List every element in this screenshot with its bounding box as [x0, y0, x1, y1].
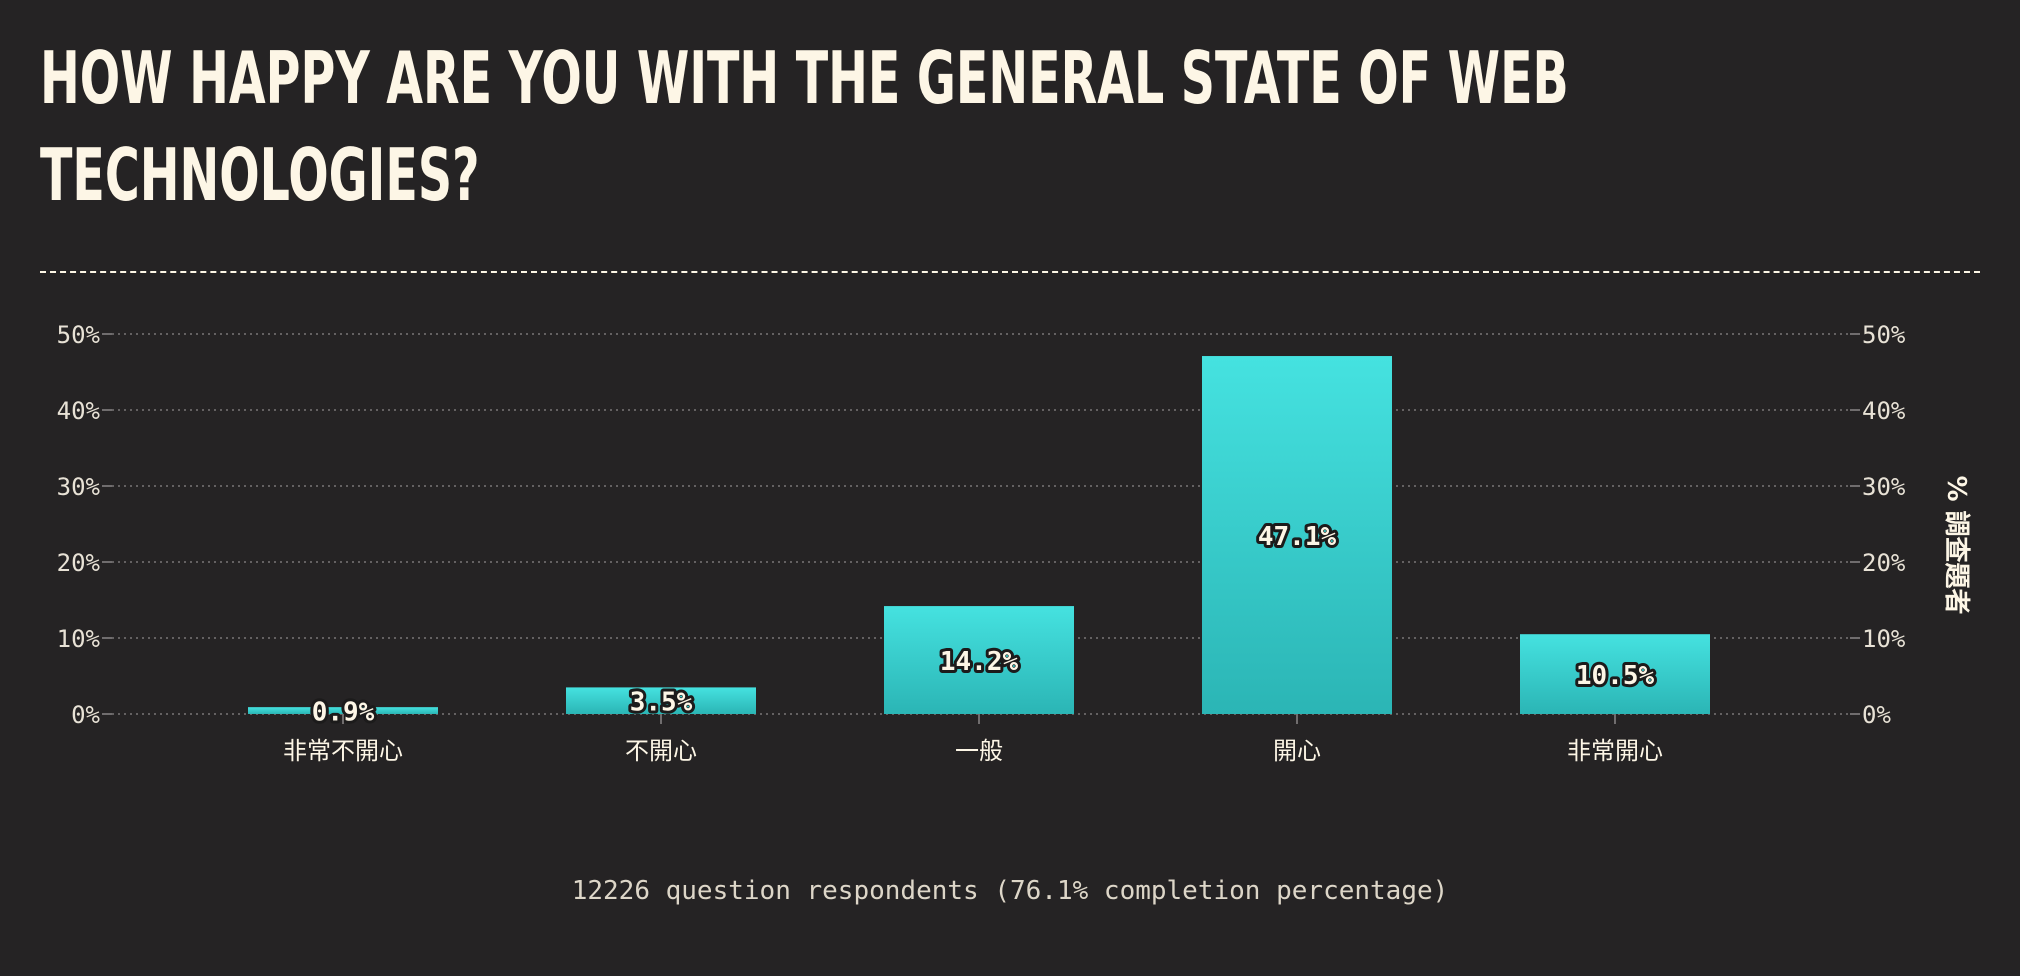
y-tick-label: 0%	[71, 701, 100, 729]
bar-value-label: 0.9%	[312, 698, 375, 728]
y-tick-label: 50%	[1862, 321, 1906, 349]
y-tick-label: 10%	[1862, 625, 1906, 653]
x-tick-label: 不開心	[625, 737, 697, 765]
chart-title-line-2: TECHNOLOGIES?	[40, 133, 480, 217]
bar	[248, 707, 438, 714]
bars: 0.9% 3.5% 14.2% 47.1% 10.5%	[248, 356, 1710, 731]
respondents-note: 12226 question respondents (76.1% comple…	[571, 876, 1449, 906]
bar	[1520, 634, 1710, 714]
x-tick-label: 開心	[1273, 737, 1321, 765]
right-axis-label: % 調查題者	[1941, 475, 1972, 614]
bar	[566, 687, 756, 714]
y-tick-label: 50%	[57, 321, 101, 349]
bar	[884, 606, 1074, 714]
y-tick-label: 30%	[57, 473, 101, 501]
bar-value-label: 3.5%	[630, 688, 693, 718]
y-tick-label: 10%	[57, 625, 101, 653]
y-tick-label: 40%	[57, 397, 101, 425]
y-tick-label: 40%	[1862, 397, 1906, 425]
bar-value-label: 14.2%	[940, 647, 1019, 677]
left-y-axis: 0% 10% 20% 30% 40% 50%	[57, 321, 112, 729]
bar	[1202, 356, 1392, 714]
y-tick-label: 20%	[57, 549, 101, 577]
title-divider	[40, 271, 1980, 273]
x-tick-label: 一般	[955, 737, 1003, 765]
x-tick-label: 非常不開心	[283, 737, 403, 765]
right-y-axis: 0% 10% 20% 30% 40% 50%	[1850, 321, 1906, 729]
bar-value-label: 10.5%	[1576, 661, 1655, 691]
y-tick-label: 0%	[1862, 701, 1891, 729]
x-tick-label: 非常開心	[1567, 737, 1663, 765]
y-tick-label: 30%	[1862, 473, 1906, 501]
bar-value-label: 47.1%	[1258, 522, 1337, 552]
y-tick-label: 20%	[1862, 549, 1906, 577]
x-axis: 非常不開心 不開心 一般 開心 非常開心	[283, 714, 1663, 765]
